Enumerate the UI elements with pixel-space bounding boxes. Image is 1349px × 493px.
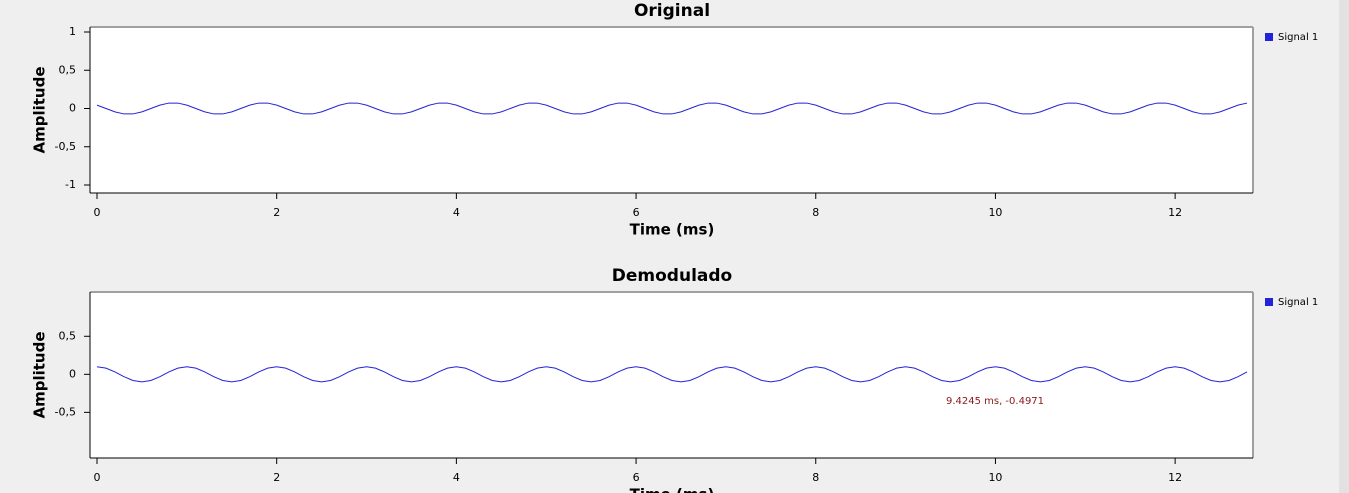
- x-tick-label: 4: [453, 471, 460, 484]
- x-tick-label: 2: [273, 471, 280, 484]
- x-tick-label: 12: [1168, 206, 1182, 219]
- x-tick-label: 6: [633, 471, 640, 484]
- x-tick-label: 8: [812, 206, 819, 219]
- marker-annotation: 9.4245 ms, -0.4971: [946, 396, 1044, 407]
- y-tick-label: 1: [69, 25, 76, 38]
- x-tick-label: 0: [94, 206, 101, 219]
- x-axis-label: Time (ms): [630, 486, 715, 493]
- y-tick-label: -1: [65, 178, 76, 191]
- legend-swatch: [1265, 33, 1273, 41]
- x-tick-label: 10: [988, 471, 1002, 484]
- signal-line: [96, 102, 1248, 115]
- signal-line: [96, 366, 1248, 383]
- legend-swatch: [1265, 298, 1273, 306]
- plot-area: [90, 292, 1253, 458]
- y-axis-label: Amplitude: [31, 66, 49, 153]
- x-tick-label: 8: [812, 471, 819, 484]
- scrollbar[interactable]: [1339, 0, 1349, 493]
- plot-area: [90, 27, 1253, 193]
- y-tick-label: -0,5: [55, 405, 76, 418]
- x-tick-label: 6: [633, 206, 640, 219]
- y-axis-label: Amplitude: [31, 331, 49, 418]
- legend-label: Signal 1: [1278, 297, 1318, 308]
- chart-title: Demodulado: [612, 266, 732, 286]
- y-tick-label: 0,5: [59, 329, 77, 342]
- legend-label: Signal 1: [1278, 32, 1318, 43]
- x-tick-label: 0: [94, 471, 101, 484]
- y-tick-label: 0,5: [59, 63, 77, 76]
- y-tick-label: 0: [69, 367, 76, 380]
- y-tick-label: -0,5: [55, 140, 76, 153]
- x-tick-label: 4: [453, 206, 460, 219]
- x-tick-label: 12: [1168, 471, 1182, 484]
- x-tick-label: 10: [988, 206, 1002, 219]
- y-tick-label: 0: [69, 102, 76, 115]
- x-tick-label: 2: [273, 206, 280, 219]
- chart-title: Original: [634, 1, 710, 21]
- x-axis-label: Time (ms): [630, 221, 715, 239]
